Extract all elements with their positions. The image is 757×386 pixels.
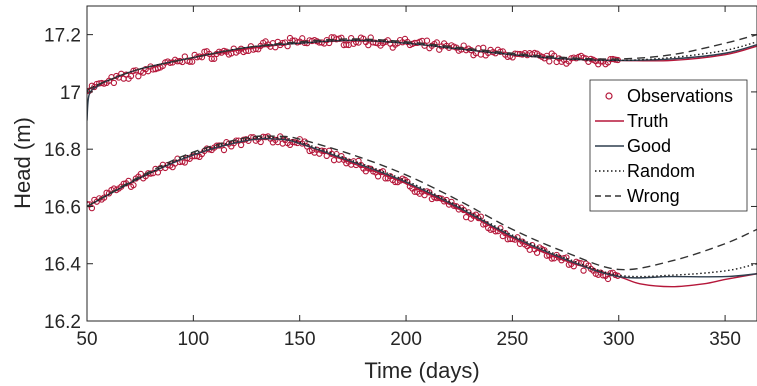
observation-point	[110, 79, 118, 87]
x-tick-label: 150	[284, 329, 316, 350]
observation-point	[189, 58, 196, 65]
legend-label: Wrong	[627, 186, 680, 206]
observation-point	[186, 58, 193, 65]
series-line-wrong	[87, 135, 757, 271]
x-tick-label: 350	[709, 329, 741, 350]
observation-point	[604, 275, 612, 283]
y-tick-label: 16.4	[44, 255, 81, 276]
y-tick-label: 16.2	[44, 312, 81, 333]
observation-point	[372, 39, 379, 46]
legend-label: Good	[627, 136, 671, 156]
observation-point	[201, 48, 208, 55]
legend-item-truth: Truth	[595, 111, 668, 131]
legend-label: Random	[627, 161, 695, 181]
legend-label: Truth	[627, 111, 668, 131]
observation-point	[546, 58, 553, 65]
legend-marker	[605, 92, 613, 100]
x-tick-label: 200	[390, 329, 422, 350]
observation-point	[326, 39, 333, 47]
legend-item-good: Good	[595, 136, 671, 156]
observation-point	[533, 249, 541, 256]
observation-point	[127, 72, 135, 80]
x-tick-label: 50	[76, 329, 97, 350]
x-tick-label: 250	[497, 329, 529, 350]
plot-marks	[87, 33, 757, 288]
observation-point	[580, 267, 587, 274]
y-tick-label: 17.2	[44, 26, 81, 47]
y-tick-label: 17	[60, 83, 81, 104]
observation-point	[365, 41, 372, 49]
legend-item-wrong: Wrong	[595, 186, 680, 206]
observation-point	[130, 182, 137, 189]
observation-point	[211, 55, 218, 62]
series-line-random	[87, 136, 757, 278]
observation-point	[343, 41, 350, 48]
observation-point	[88, 204, 96, 212]
observation-point	[135, 73, 142, 80]
observation-point	[237, 141, 245, 149]
observation-point	[208, 55, 215, 62]
x-axis-label: Time (days)	[364, 358, 479, 383]
observation-point	[198, 54, 206, 61]
observation-point	[220, 146, 228, 154]
plot-area	[87, 33, 757, 288]
legend: Observations Truth Good Random Wrong	[589, 79, 748, 212]
legend-item-observations: Observations	[605, 86, 733, 106]
series-line-good	[87, 138, 757, 279]
legend-label: Observations	[627, 86, 733, 106]
observation-point	[423, 37, 431, 44]
x-tick-label: 100	[177, 329, 209, 350]
y-tick-label: 16.6	[44, 197, 81, 218]
y-axis-label: Head (m)	[10, 117, 35, 209]
series-line-wrong	[87, 33, 757, 93]
x-tick-label: 300	[603, 329, 635, 350]
legend-item-random: Random	[595, 161, 695, 181]
y-tick-label: 16.8	[44, 140, 81, 161]
axis-ticks: 50 100 150 200 250 300 350 16.2 16.4 16.6 16.8 17 17…	[44, 6, 757, 350]
axes-box	[86, 5, 757, 322]
